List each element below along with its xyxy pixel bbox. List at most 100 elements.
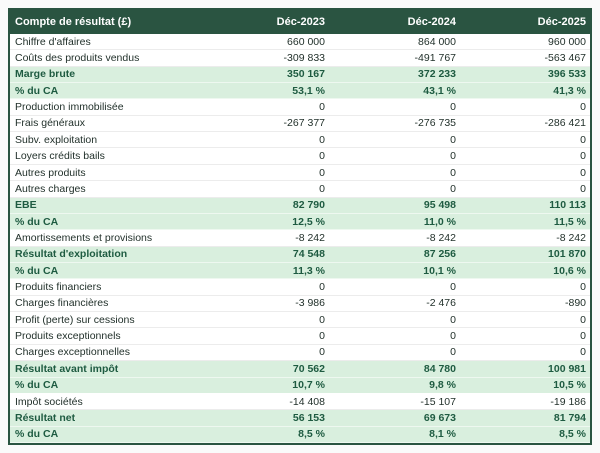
cell-d-c-2025: -8 242 bbox=[460, 229, 590, 247]
cell-d-c-2025: 0 bbox=[460, 147, 590, 165]
cell-d-c-2023: 0 bbox=[198, 311, 329, 329]
cell-d-c-2024: -8 242 bbox=[329, 229, 460, 247]
cell-d-c-2024: 0 bbox=[329, 278, 460, 296]
cell-d-c-2024: 10,1 % bbox=[329, 262, 460, 280]
cell-d-c-2024: -2 476 bbox=[329, 295, 460, 313]
income-statement-table: Compte de résultat (£) Déc-2023 Déc-2024… bbox=[10, 10, 590, 444]
row-label: Subv. exploitation bbox=[10, 131, 198, 149]
cell-d-c-2025: 0 bbox=[460, 344, 590, 362]
cell-d-c-2025: 396 533 bbox=[460, 66, 590, 84]
row-label: Produits exceptionnels bbox=[10, 327, 198, 345]
row-label: Produits financiers bbox=[10, 278, 198, 296]
cell-d-c-2023: 0 bbox=[198, 131, 329, 149]
row-label: Résultat net bbox=[10, 409, 198, 427]
cell-d-c-2023: 350 167 bbox=[198, 66, 329, 84]
cell-d-c-2024: 864 000 bbox=[329, 34, 460, 51]
table-row: Amortissements et provisions -8 242 -8 242… bbox=[10, 229, 590, 247]
cell-d-c-2024: -276 735 bbox=[329, 115, 460, 133]
row-label: Autres produits bbox=[10, 164, 198, 182]
cell-d-c-2024: 9,8 % bbox=[329, 377, 460, 394]
cell-d-c-2025: 0 bbox=[460, 278, 590, 296]
cell-d-c-2023: -14 408 bbox=[198, 393, 329, 411]
cell-d-c-2025: 960 000 bbox=[460, 34, 590, 51]
row-label: Charges financières bbox=[10, 295, 198, 313]
cell-d-c-2025: 0 bbox=[460, 98, 590, 116]
cell-d-c-2025: -563 467 bbox=[460, 49, 590, 67]
cell-d-c-2024: 8,1 % bbox=[329, 426, 460, 444]
table-row: Charges exceptionnelles 0 0 0 bbox=[10, 344, 590, 362]
cell-d-c-2023: 0 bbox=[198, 164, 329, 182]
cell-d-c-2023: 11,3 % bbox=[198, 262, 329, 280]
cell-d-c-2023: 74 548 bbox=[198, 246, 329, 263]
cell-d-c-2025: 100 981 bbox=[460, 360, 590, 378]
cell-d-c-2024: 0 bbox=[329, 147, 460, 165]
cell-d-c-2024: 84 780 bbox=[329, 360, 460, 378]
table-row: Profit (perte) sur cessions 0 0 0 bbox=[10, 311, 590, 329]
cell-d-c-2023: 10,7 % bbox=[198, 377, 329, 394]
cell-d-c-2025: 11,5 % bbox=[460, 213, 590, 231]
row-label: % du CA bbox=[10, 426, 198, 444]
cell-d-c-2025: 0 bbox=[460, 311, 590, 329]
table-header: Compte de résultat (£) Déc-2023 Déc-2024… bbox=[10, 10, 590, 34]
cell-d-c-2023: 8,5 % bbox=[198, 426, 329, 444]
table-title: Compte de résultat (£) bbox=[10, 10, 198, 34]
table-row: Résultat avant impôt 70 562 84 780 100 981 bbox=[10, 360, 590, 378]
column-header-dec-2025: Déc-2025 bbox=[460, 10, 590, 34]
cell-d-c-2025: 41,3 % bbox=[460, 82, 590, 100]
table-row: Résultat d'exploitation 74 548 87 256 101 8… bbox=[10, 246, 590, 263]
cell-d-c-2023: 0 bbox=[198, 98, 329, 116]
cell-d-c-2025: 10,6 % bbox=[460, 262, 590, 280]
table-row: Impôt sociétés -14 408 -15 107 -19 186 bbox=[10, 393, 590, 411]
cell-d-c-2023: 0 bbox=[198, 344, 329, 362]
table-row: Autres produits 0 0 0 bbox=[10, 164, 590, 182]
row-label: Marge brute bbox=[10, 66, 198, 84]
cell-d-c-2023: 660 000 bbox=[198, 34, 329, 51]
cell-d-c-2023: 0 bbox=[198, 278, 329, 296]
cell-d-c-2025: 0 bbox=[460, 164, 590, 182]
cell-d-c-2023: 0 bbox=[198, 147, 329, 165]
cell-d-c-2023: 56 153 bbox=[198, 409, 329, 427]
cell-d-c-2023: -3 986 bbox=[198, 295, 329, 313]
row-label: % du CA bbox=[10, 213, 198, 231]
cell-d-c-2024: -15 107 bbox=[329, 393, 460, 411]
cell-d-c-2023: 70 562 bbox=[198, 360, 329, 378]
row-label: Loyers crédits bails bbox=[10, 147, 198, 165]
table-row: Charges financières -3 986 -2 476 -890 bbox=[10, 295, 590, 313]
income-statement-panel: Compte de résultat (£) Déc-2023 Déc-2024… bbox=[8, 8, 592, 445]
cell-d-c-2025: 0 bbox=[460, 180, 590, 198]
cell-d-c-2024: 372 233 bbox=[329, 66, 460, 84]
cell-d-c-2025: -286 421 bbox=[460, 115, 590, 133]
cell-d-c-2024: 11,0 % bbox=[329, 213, 460, 231]
table-row: % du CA 12,5 % 11,0 % 11,5 % bbox=[10, 213, 590, 231]
row-label: Production immobilisée bbox=[10, 98, 198, 116]
cell-d-c-2025: 81 794 bbox=[460, 409, 590, 427]
table-row: Marge brute 350 167 372 233 396 533 bbox=[10, 66, 590, 84]
cell-d-c-2023: 82 790 bbox=[198, 197, 329, 214]
cell-d-c-2024: 95 498 bbox=[329, 197, 460, 214]
row-label: % du CA bbox=[10, 262, 198, 280]
row-label: Charges exceptionnelles bbox=[10, 344, 198, 362]
cell-d-c-2024: 43,1 % bbox=[329, 82, 460, 100]
table-row: Produits financiers 0 0 0 bbox=[10, 278, 590, 296]
cell-d-c-2024: 0 bbox=[329, 180, 460, 198]
cell-d-c-2023: -8 242 bbox=[198, 229, 329, 247]
cell-d-c-2024: 87 256 bbox=[329, 246, 460, 263]
cell-d-c-2025: 101 870 bbox=[460, 246, 590, 263]
row-label: Profit (perte) sur cessions bbox=[10, 311, 198, 329]
cell-d-c-2025: 10,5 % bbox=[460, 377, 590, 394]
row-label: Impôt sociétés bbox=[10, 393, 198, 411]
cell-d-c-2024: 0 bbox=[329, 327, 460, 345]
table-row: % du CA 53,1 % 43,1 % 41,3 % bbox=[10, 82, 590, 100]
table-row: Chiffre d'affaires 660 000 864 000 960 000 bbox=[10, 34, 590, 51]
row-label: % du CA bbox=[10, 82, 198, 100]
cell-d-c-2024: 0 bbox=[329, 98, 460, 116]
cell-d-c-2025: 0 bbox=[460, 131, 590, 149]
table-row: % du CA 11,3 % 10,1 % 10,6 % bbox=[10, 262, 590, 280]
table-row: Coûts des produits vendus -309 833 -491 76… bbox=[10, 49, 590, 67]
row-label: EBE bbox=[10, 197, 198, 214]
cell-d-c-2023: 0 bbox=[198, 180, 329, 198]
cell-d-c-2024: 0 bbox=[329, 164, 460, 182]
table-row: Production immobilisée 0 0 0 bbox=[10, 98, 590, 116]
cell-d-c-2023: -309 833 bbox=[198, 49, 329, 67]
cell-d-c-2024: 0 bbox=[329, 131, 460, 149]
